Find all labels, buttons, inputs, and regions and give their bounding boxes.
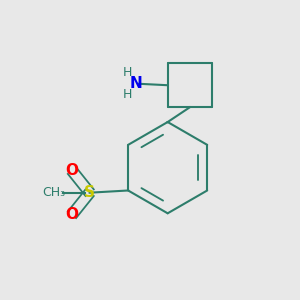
Text: O: O [65,207,79,222]
Text: S: S [84,185,95,200]
Text: H: H [123,88,133,101]
Text: CH₃: CH₃ [43,186,66,199]
Text: H: H [123,66,133,79]
Text: O: O [65,163,79,178]
Text: N: N [130,76,142,91]
